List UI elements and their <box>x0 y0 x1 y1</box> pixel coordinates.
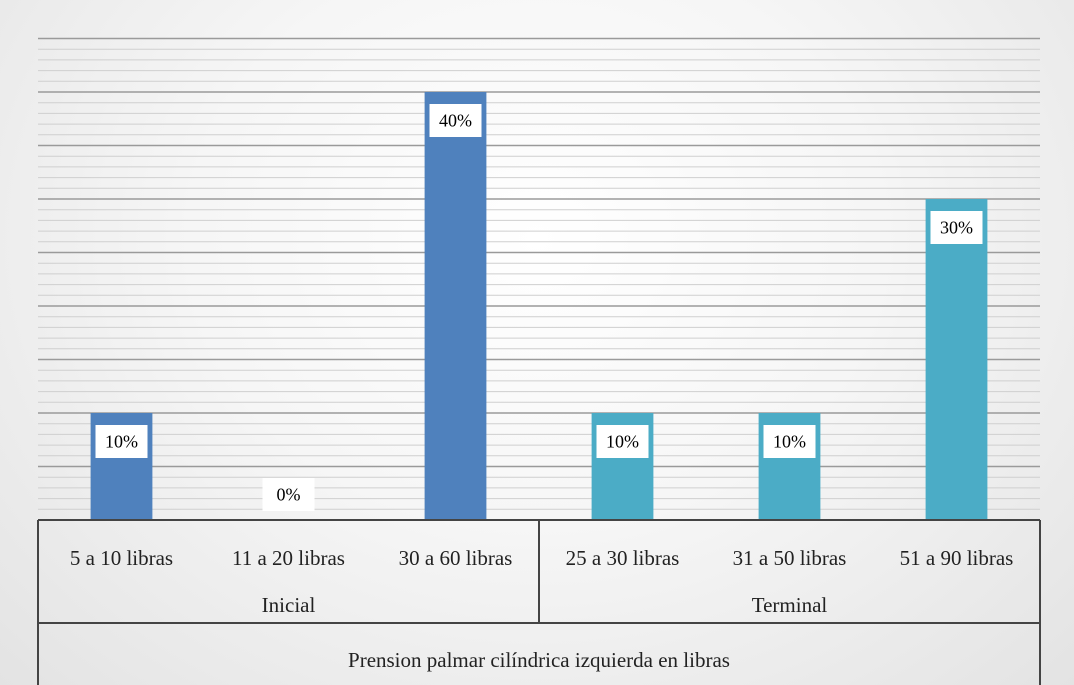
data-label-text: 30% <box>940 218 973 238</box>
data-label-text: 10% <box>105 432 138 452</box>
category-label: 11 a 20 libras <box>232 546 345 570</box>
data-label-box <box>763 425 816 458</box>
category-label: 31 a 50 libras <box>733 546 847 570</box>
data-label-box <box>930 211 983 244</box>
axis-title: Prension palmar cilíndrica izquierda en … <box>348 648 730 672</box>
data-label-box <box>262 478 315 511</box>
data-label-box <box>95 425 148 458</box>
data-label: 10% <box>763 425 816 458</box>
data-label-text: 10% <box>773 432 806 452</box>
data-label-box <box>596 425 649 458</box>
group-label: Inicial <box>262 593 316 617</box>
data-label-text: 40% <box>439 111 472 131</box>
category-axis: 5 a 10 libras 11 a 20 libras 30 a 60 libra… <box>37 519 1041 685</box>
category-label: 51 a 90 libras <box>900 546 1014 570</box>
data-label-text: 10% <box>606 432 639 452</box>
data-labels: 10% 0% 40% 10% 10% 30% <box>95 104 983 511</box>
category-label: 25 a 30 libras <box>566 546 680 570</box>
bar-terminal-3 <box>925 199 988 520</box>
data-label: 0% <box>262 478 315 511</box>
data-label: 10% <box>596 425 649 458</box>
data-label-text: 0% <box>277 485 301 505</box>
bar-inicial-3 <box>424 92 487 520</box>
data-label: 40% <box>429 104 482 137</box>
category-label: 5 a 10 libras <box>70 546 173 570</box>
group-label: Terminal <box>752 593 828 617</box>
category-label: 30 a 60 libras <box>399 546 513 570</box>
data-label: 10% <box>95 425 148 458</box>
gridlines <box>38 37 1040 510</box>
data-label-box <box>429 104 482 137</box>
data-label: 30% <box>930 211 983 244</box>
